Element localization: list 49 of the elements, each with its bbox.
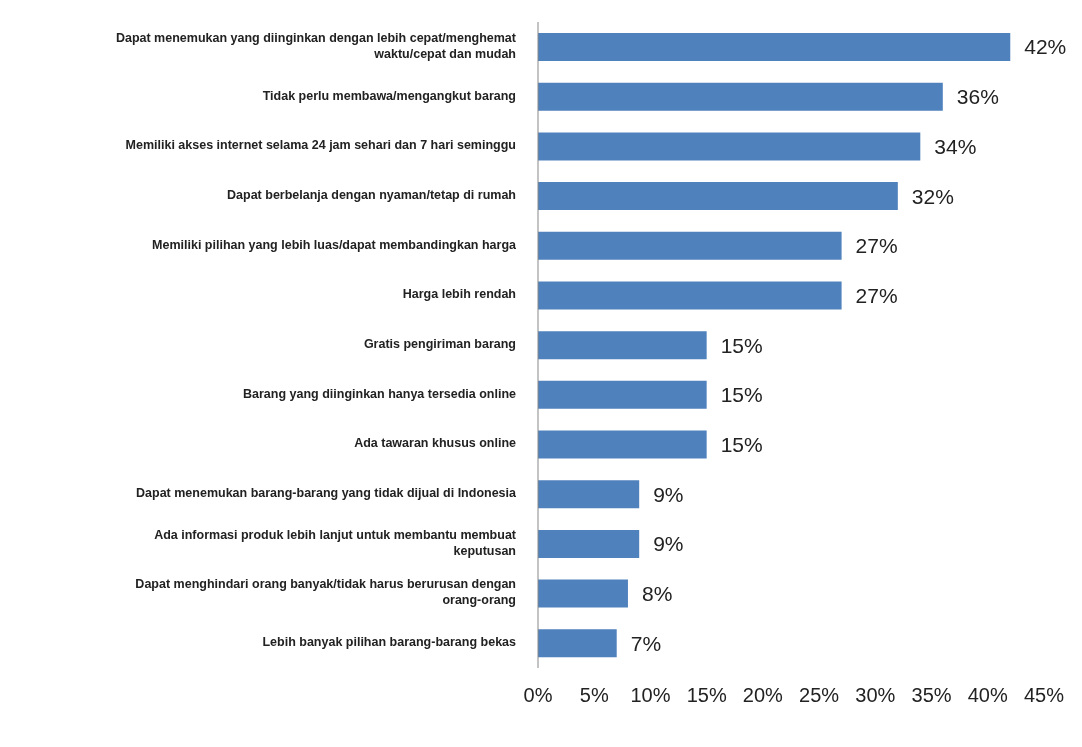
x-tick-label: 40% [967,684,1009,707]
y-tick-label: Memiliki pilihan yang lebih luas/dapat membandingkan harga [152,237,518,252]
y-tick-label: Gratis pengiriman barang [363,337,516,352]
data-label: 42% [1024,35,1067,59]
data-label: 15% [720,333,763,357]
y-tick-label: Ada informasi produk lebih lanjut untuk membantu membuat keputusan [154,528,517,559]
bar [538,480,640,509]
bar [538,82,943,111]
data-label: 9% [653,532,684,556]
y-tick-label: Memiliki akses internet selama 24 jam sehari dan 7 hari seminggu [125,138,516,153]
bar [538,529,640,558]
y-tick-label: Dapat menemukan barang-barang yang tidak dijual di Indonesia [136,486,518,501]
y-tick-label: Harga lebih rendah [402,287,516,302]
bar [538,380,707,409]
x-tick-label: 20% [742,684,784,707]
y-tick-label: Lebih banyak pilihan barang-barang bekas [262,635,517,650]
y-tick-label: Barang yang diinginkan hanya tersedia online [243,386,517,401]
y-tick-label: Ada tawaran khusus online [354,436,517,451]
bar [538,281,842,310]
bar [538,33,1011,61]
x-tick-label: 30% [855,684,896,707]
bar [538,231,842,260]
x-tick-label: 35% [911,684,952,707]
x-tick-label: 5% [579,684,609,707]
data-label: 32% [911,184,954,208]
bar [538,430,707,459]
data-label: 36% [956,85,999,109]
bar [538,331,707,360]
y-tick-label: Dapat menghindari orang banyak/tidak harus berurusan dengan orang-orang [135,577,516,608]
bar [538,182,898,211]
data-label: 8% [641,582,673,606]
data-label: 34% [934,134,977,158]
data-label: 15% [720,383,763,407]
x-tick-label: 0% [523,684,553,707]
y-tick-label: Dapat menemukan yang diinginkan dengan lebih cepat/menghemat waktu/cepat dan mudah [115,31,517,62]
data-label: 27% [855,283,898,307]
x-tick-label: 25% [799,684,840,707]
bar [538,629,617,658]
y-tick-label: Dapat berbelanja dengan nyaman/tetap di rumah [227,188,516,203]
x-tick-label: 10% [630,684,671,707]
data-label: 15% [720,432,763,456]
data-label: 27% [855,234,898,258]
data-label: 7% [630,631,662,655]
x-tick-label: 45% [1023,684,1065,707]
bar [538,579,628,608]
y-tick-label: Tidak perlu membawa/mengangkut barang [262,88,516,103]
data-label: 9% [653,482,684,506]
bar [538,132,921,161]
x-tick-label: 15% [686,684,727,707]
